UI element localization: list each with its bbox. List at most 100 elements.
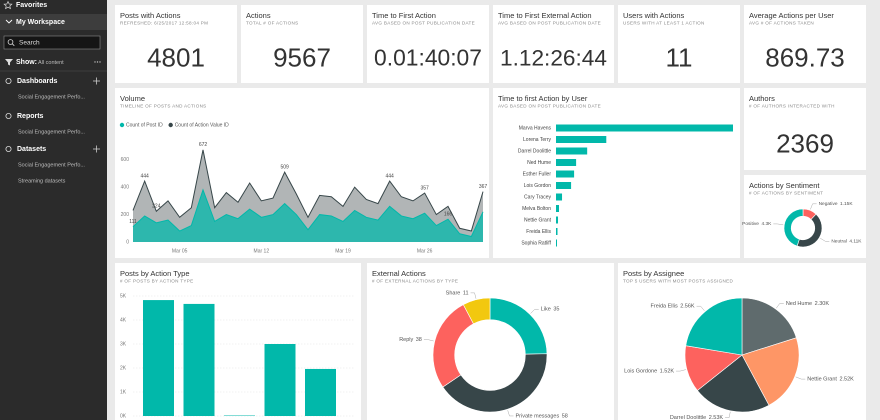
section-title[interactable]: Dashboards <box>17 78 58 85</box>
leader-line <box>810 203 817 210</box>
workspace-row[interactable] <box>0 14 107 30</box>
x-tick-label: Mar 12 <box>254 248 270 254</box>
data-label: 224 <box>152 204 161 210</box>
bar <box>556 193 563 201</box>
y-tick-label: Ned Hume <box>527 160 551 166</box>
y-tick-label: 3K <box>120 341 127 347</box>
section-title[interactable]: Datasets <box>17 146 46 153</box>
data-label: 367 <box>479 184 488 190</box>
y-tick-label: 5K <box>120 293 127 299</box>
tile-subtitle: TOP 5 USERS WITH MOST POSTS ASSIGNED <box>623 279 733 284</box>
slice-value: 1.52K <box>660 369 675 375</box>
slice-label: Ned Hume <box>786 301 812 307</box>
y-tick-label: 4K <box>120 317 127 323</box>
slice-label: Reply <box>399 337 413 343</box>
y-tick-label: 0 <box>126 239 129 245</box>
slice-value: 35 <box>553 307 559 313</box>
y-tick-label: Lorena Terry <box>523 137 551 143</box>
tile-bg <box>618 5 740 83</box>
tile-subtitle: REFRESHED: 6/25/2017 12:58:04 PM <box>120 21 208 26</box>
slice-label: Darrel Doolittle <box>670 415 706 420</box>
slice <box>462 297 491 325</box>
bar <box>556 170 575 178</box>
legend-dot <box>119 122 125 128</box>
bar <box>556 136 607 143</box>
nav-item[interactable]: Social Engagement Perfo... <box>18 94 85 100</box>
y-tick-label: Nettie Grant <box>524 217 552 223</box>
tile-title: Time to First External Action <box>498 11 592 20</box>
search-placeholder[interactable]: Search <box>19 40 40 47</box>
series-line <box>132 149 484 232</box>
more-icon[interactable] <box>94 61 96 63</box>
section-title[interactable]: Reports <box>17 113 44 120</box>
legend-dot <box>168 122 173 128</box>
tile-title: Volume <box>120 94 145 103</box>
leader-line <box>696 305 705 311</box>
bar <box>556 239 558 247</box>
sidebar: Favorites My Workspace Search Show: All … <box>0 0 107 420</box>
y-tick-label: Sophia Ratliff <box>521 240 551 246</box>
bar <box>556 182 572 189</box>
bar <box>556 147 588 155</box>
bar <box>556 205 560 212</box>
leader-line <box>725 411 731 418</box>
tile-title: Authors <box>749 94 775 103</box>
tile-bg <box>744 88 866 170</box>
slice-label: Positive <box>742 221 759 227</box>
leader-line <box>530 308 539 314</box>
card: Authors# OF AUTHORS INTERACTED WITH 2369 <box>744 88 866 170</box>
tile-title: Posts by Assignee <box>623 269 684 278</box>
tile-subtitle: AVG # OF ACTIONS TAKEN <box>749 21 814 26</box>
data-label: 672 <box>199 142 208 148</box>
favorites[interactable]: Favorites <box>16 2 47 9</box>
leader-line <box>470 292 477 299</box>
slice <box>741 337 800 406</box>
workspace[interactable]: My Workspace <box>16 19 65 26</box>
x-tick-label: Mar 05 <box>172 248 188 254</box>
tile-title: External Actions <box>372 269 426 278</box>
nav-item[interactable]: Streaming datasets <box>18 178 66 184</box>
leader-line <box>795 376 806 380</box>
tile-bg <box>493 5 614 83</box>
more-icon[interactable] <box>99 61 101 63</box>
bar <box>556 159 577 166</box>
nav-item[interactable]: Social Engagement Perfo... <box>18 162 85 168</box>
slice-label: Nettie Grant <box>807 377 837 383</box>
filter-icon <box>5 59 13 66</box>
show-label[interactable]: Show: <box>16 59 37 66</box>
slice-label: Freida Ellis <box>651 304 678 310</box>
tile-subtitle: TOTAL # OF ACTIONS <box>246 21 299 26</box>
bar <box>264 344 296 416</box>
bar <box>305 368 336 416</box>
search-icon <box>12 43 15 47</box>
tile-subtitle: AVG BASED ON POST PUBLICATION DATE <box>498 104 601 109</box>
slice <box>741 297 797 356</box>
y-tick-label: Lois Gordon <box>524 183 551 189</box>
tile-subtitle: # OF AUTHORS INTERACTED WITH <box>749 104 835 109</box>
bar <box>183 303 215 416</box>
tile-subtitle: # OF EXTERNAL ACTIONS BY TYPE <box>372 279 458 284</box>
bar <box>556 228 558 235</box>
tile-title: Posts with Actions <box>120 11 181 20</box>
data-label: 111 <box>129 219 137 225</box>
card-value: 9567 <box>273 42 331 72</box>
tile-title: Time to first Action by User <box>498 94 588 103</box>
data-label: 444 <box>140 173 149 179</box>
tile-subtitle: AVG BASED ON POST PUBLICATION DATE <box>372 21 475 26</box>
card-value: 4801 <box>147 42 205 72</box>
show-value[interactable]: All content <box>38 60 64 66</box>
search-box[interactable] <box>3 35 101 50</box>
star-icon <box>3 0 13 10</box>
nav-item[interactable]: Social Engagement Perfo... <box>18 129 85 135</box>
slice-label: Lois Gordone <box>624 369 657 375</box>
more-icon[interactable] <box>96 61 99 63</box>
leader-line <box>820 237 830 242</box>
search-icon <box>7 39 14 45</box>
